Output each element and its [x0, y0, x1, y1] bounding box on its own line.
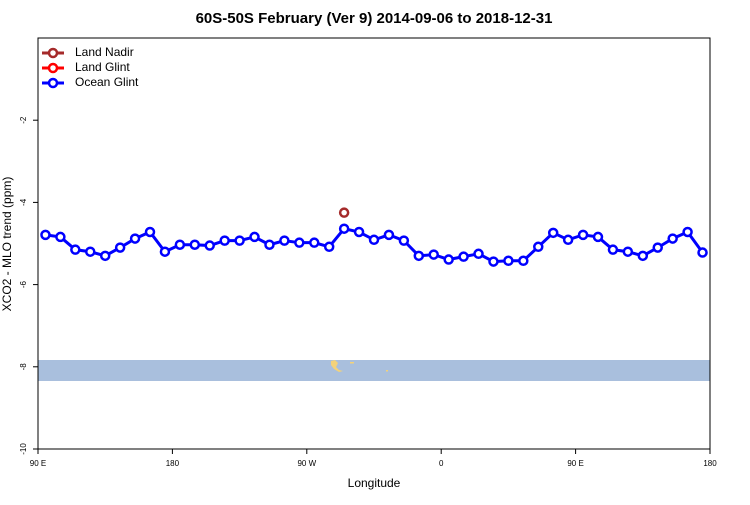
y-tick-label: -6	[19, 280, 28, 288]
data-point	[503, 255, 514, 267]
data-point	[562, 234, 574, 246]
land-shape	[386, 370, 388, 372]
y-tick-label: -4	[19, 198, 28, 206]
x-tick-label: 180	[166, 459, 180, 468]
data-point	[652, 242, 663, 253]
data-point	[204, 240, 215, 251]
data-point	[592, 231, 604, 243]
data-point	[309, 237, 320, 248]
x-tick-label: 180	[703, 459, 717, 468]
data-point	[413, 250, 425, 262]
data-point	[159, 246, 171, 257]
data-point	[85, 246, 96, 257]
x-tick-label: 90 E	[30, 459, 46, 468]
land-shape	[350, 362, 354, 364]
data-point	[428, 249, 439, 260]
x-tick-label: 90 W	[297, 459, 316, 468]
data-point	[294, 237, 305, 248]
x-tick-label: 90 E	[567, 459, 583, 468]
y-axis-label: XCO2 - MLO trend (ppm)	[0, 177, 14, 312]
data-point	[353, 226, 365, 238]
data-point	[383, 229, 395, 241]
chart-title: 60S-50S February (Ver 9) 2014-09-06 to 2…	[196, 10, 553, 27]
data-point	[99, 250, 111, 262]
data-point	[682, 226, 693, 238]
y-tick-label: -10	[19, 443, 28, 455]
data-point	[547, 227, 559, 239]
data-point	[70, 244, 81, 255]
data-point	[577, 229, 589, 241]
data-point	[323, 241, 335, 253]
data-point	[667, 233, 678, 244]
y-tick-label: -2	[19, 116, 28, 124]
data-point	[488, 256, 499, 267]
data-point	[144, 226, 156, 238]
data-point	[174, 239, 186, 250]
data-point	[114, 242, 126, 253]
data-point	[55, 231, 66, 243]
data-point	[607, 244, 619, 255]
data-point	[249, 231, 260, 243]
land-shape	[331, 360, 343, 372]
data-point	[622, 246, 634, 257]
data-point	[518, 255, 529, 267]
legend-marker	[47, 47, 59, 59]
data-point	[129, 233, 141, 244]
data-point	[458, 251, 469, 262]
series-line	[45, 227, 704, 264]
plot-frame	[37, 37, 711, 450]
legend-label: Land Glint	[75, 60, 130, 74]
legend-label: Ocean Glint	[75, 75, 139, 89]
data-point	[189, 239, 201, 250]
data-point	[443, 254, 454, 265]
legend-marker	[47, 62, 59, 74]
data-point	[40, 229, 51, 241]
data-point	[338, 223, 350, 234]
data-point	[473, 248, 484, 260]
data-point	[398, 235, 410, 246]
x-tick-label: 0	[439, 459, 444, 468]
legend-marker	[47, 77, 59, 89]
data-point	[279, 235, 290, 246]
data-point	[368, 234, 380, 246]
y-tick-label: -8	[19, 363, 28, 371]
data-point	[338, 207, 350, 218]
data-point	[697, 247, 708, 258]
data-point	[637, 250, 649, 262]
legend-label: Land Nadir	[75, 45, 134, 59]
x-axis-label: Longitude	[348, 476, 401, 490]
data-point	[533, 241, 544, 253]
map-strip	[38, 360, 710, 381]
data-point	[264, 239, 275, 250]
data-point	[219, 235, 230, 246]
data-point	[234, 235, 245, 246]
